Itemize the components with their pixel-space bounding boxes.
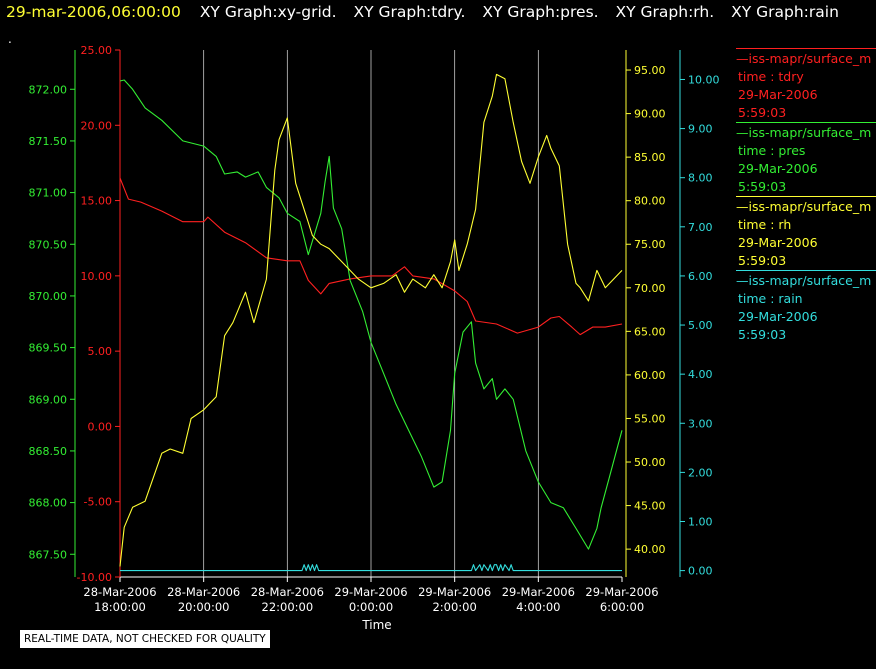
rain-tick-label: 3.00 <box>688 417 713 430</box>
legend-date-rain: 29-Mar-2006 <box>738 309 818 324</box>
graph-title-rain: XY Graph:rain <box>731 3 839 21</box>
rain-tick-label: 10.00 <box>688 73 720 86</box>
rh-tick-label: 50.00 <box>634 456 666 469</box>
quality-note: REAL-TIME DATA, NOT CHECKED FOR QUALITY <box>20 630 270 648</box>
rain-tick-label: 5.00 <box>688 319 713 332</box>
rain-tick-label: 9.00 <box>688 123 713 136</box>
rain-tick-label: 0.00 <box>688 565 713 578</box>
pres-tick-label: 868.00 <box>29 497 68 510</box>
legend-time-rain: 5:59:03 <box>738 327 787 342</box>
rh-tick-label: 40.00 <box>634 543 666 556</box>
tdry-tick-label: 20.00 <box>81 119 113 132</box>
x-tick-label-time: 20:00:00 <box>178 600 230 614</box>
rh-tick-label: 85.00 <box>634 151 666 164</box>
legend-date-rh: 29-Mar-2006 <box>738 235 818 250</box>
rh-tick-label: 80.00 <box>634 195 666 208</box>
graph-title-tdry: XY Graph:tdry. <box>353 3 466 21</box>
x-tick-label-time: 6:00:00 <box>600 600 644 614</box>
legend-name-rh: —iss-mapr/surface_m <box>736 199 872 214</box>
legend-var-rain: time : rain <box>738 291 803 306</box>
legend-var-rh: time : rh <box>738 217 792 232</box>
rh-tick-label: 75.00 <box>634 238 666 251</box>
pres-tick-label: 868.50 <box>29 445 68 458</box>
graph-header: 29-mar-2006,06:00:00 XY Graph:xy-grid. X… <box>6 3 851 21</box>
legend-entry-rh: —iss-mapr/surface_m time : rh 29-Mar-200… <box>736 196 876 270</box>
rh-tick-label: 55.00 <box>634 412 666 425</box>
legend-name-rain: —iss-mapr/surface_m <box>736 273 872 288</box>
timestamp: 29-mar-2006,06:00:00 <box>6 3 181 21</box>
x-tick-label-date: 28-Mar-2006 <box>251 585 324 599</box>
pres-tick-label: 871.50 <box>29 135 68 148</box>
pres-tick-label: 867.50 <box>29 548 68 561</box>
rh-tick-label: 95.00 <box>634 64 666 77</box>
rain-tick-label: 2.00 <box>688 466 713 479</box>
graph-title-xy-grid: XY Graph:xy-grid. <box>199 3 337 21</box>
x-tick-label-time: 4:00:00 <box>516 600 560 614</box>
x-tick-label-date: 29-Mar-2006 <box>502 585 575 599</box>
rh-tick-label: 60.00 <box>634 369 666 382</box>
graph-title-rh: XY Graph:rh. <box>615 3 715 21</box>
rh-tick-label: 45.00 <box>634 500 666 513</box>
rh-tick-label: 90.00 <box>634 108 666 121</box>
pres-tick-label: 869.50 <box>29 342 68 355</box>
legend-entry-rain: —iss-mapr/surface_m time : rain 29-Mar-2… <box>736 270 876 344</box>
series-line-rain <box>120 564 622 572</box>
x-tick-label-date: 28-Mar-2006 <box>83 585 156 599</box>
legend-entry-pres: —iss-mapr/surface_m time : pres 29-Mar-2… <box>736 122 876 196</box>
tdry-tick-label: -5.00 <box>84 496 112 509</box>
tdry-tick-label: 5.00 <box>88 345 113 358</box>
tdry-tick-label: 15.00 <box>81 195 113 208</box>
rain-tick-label: 6.00 <box>688 270 713 283</box>
series-line-pres <box>119 79 623 550</box>
pres-tick-label: 869.00 <box>29 393 68 406</box>
x-axis-label: Time <box>361 618 391 632</box>
series-line-rh <box>119 73 623 567</box>
x-tick-label-date: 29-Mar-2006 <box>418 585 491 599</box>
rain-tick-label: 7.00 <box>688 221 713 234</box>
x-tick-label-time: 22:00:00 <box>262 600 314 614</box>
rain-tick-label: 1.00 <box>688 516 713 529</box>
legend-name-pres: —iss-mapr/surface_m <box>736 125 872 140</box>
x-tick-label-time: 18:00:00 <box>94 600 146 614</box>
series-line-tdry <box>119 177 623 336</box>
dot-marker: . <box>8 32 12 46</box>
legend-entry-tdry: —iss-mapr/surface_m time : tdry 29-Mar-2… <box>736 48 876 122</box>
rain-tick-label: 8.00 <box>688 172 713 185</box>
legend-time-rh: 5:59:03 <box>738 253 787 268</box>
pres-tick-label: 870.00 <box>29 290 68 303</box>
rh-tick-label: 70.00 <box>634 282 666 295</box>
tdry-tick-label: -10.00 <box>77 571 112 584</box>
legend-name-tdry: —iss-mapr/surface_m <box>736 51 872 66</box>
legend-var-tdry: time : tdry <box>738 69 804 84</box>
x-tick-label-date: 29-Mar-2006 <box>334 585 407 599</box>
legend-time-pres: 5:59:03 <box>738 179 787 194</box>
legend: —iss-mapr/surface_m time : tdry 29-Mar-2… <box>736 48 876 344</box>
rh-tick-label: 65.00 <box>634 325 666 338</box>
x-tick-label-time: 2:00:00 <box>432 600 476 614</box>
legend-date-pres: 29-Mar-2006 <box>738 161 818 176</box>
legend-var-pres: time : pres <box>738 143 806 158</box>
graph-title-pres: XY Graph:pres. <box>482 3 599 21</box>
legend-date-tdry: 29-Mar-2006 <box>738 87 818 102</box>
tdry-tick-label: 0.00 <box>88 420 113 433</box>
x-tick-label-time: 0:00:00 <box>349 600 393 614</box>
tdry-tick-label: 10.00 <box>81 270 113 283</box>
x-tick-label-date: 28-Mar-2006 <box>167 585 240 599</box>
legend-time-tdry: 5:59:03 <box>738 105 787 120</box>
x-tick-label-date: 29-Mar-2006 <box>585 585 658 599</box>
rain-tick-label: 4.00 <box>688 368 713 381</box>
pres-tick-label: 872.00 <box>29 83 68 96</box>
pres-tick-label: 871.00 <box>29 187 68 200</box>
tdry-tick-label: 25.00 <box>81 44 113 57</box>
pres-tick-label: 870.50 <box>29 238 68 251</box>
